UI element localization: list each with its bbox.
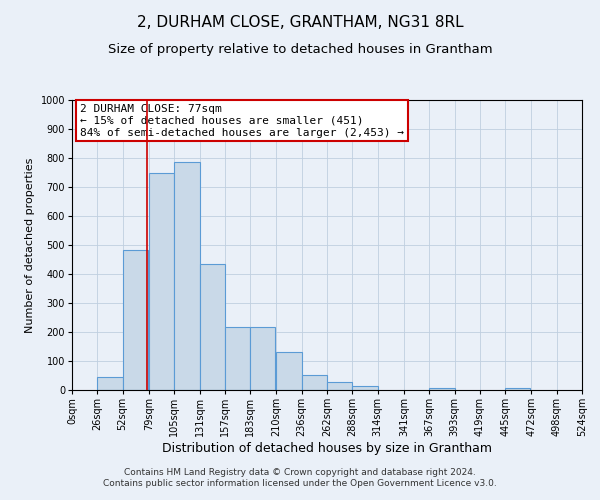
Bar (505, 388, 530, 390)
Bar (352, 386, 377, 390)
Bar (97, 377, 122, 390)
Text: 2 DURHAM CLOSE: 77sqm
← 15% of detached houses are smaller (451)
84% of semi-det: 2 DURHAM CLOSE: 77sqm ← 15% of detached … (80, 104, 404, 138)
Text: 2, DURHAM CLOSE, GRANTHAM, NG31 8RL: 2, DURHAM CLOSE, GRANTHAM, NG31 8RL (137, 15, 463, 30)
Bar (149, 172, 174, 390)
Y-axis label: Number of detached properties: Number of detached properties (25, 158, 35, 332)
Text: Size of property relative to detached houses in Grantham: Size of property relative to detached ho… (107, 42, 493, 56)
Bar (199, 264, 225, 390)
X-axis label: Distribution of detached houses by size in Grantham: Distribution of detached houses by size … (162, 442, 492, 455)
Bar (429, 388, 455, 390)
Bar (174, 162, 200, 390)
Bar (327, 382, 352, 390)
Bar (302, 374, 327, 390)
Text: Contains HM Land Registry data © Crown copyright and database right 2024.
Contai: Contains HM Land Registry data © Crown c… (103, 468, 497, 487)
Bar (225, 327, 250, 390)
Bar (250, 327, 275, 390)
Bar (277, 352, 302, 390)
Bar (122, 250, 148, 390)
